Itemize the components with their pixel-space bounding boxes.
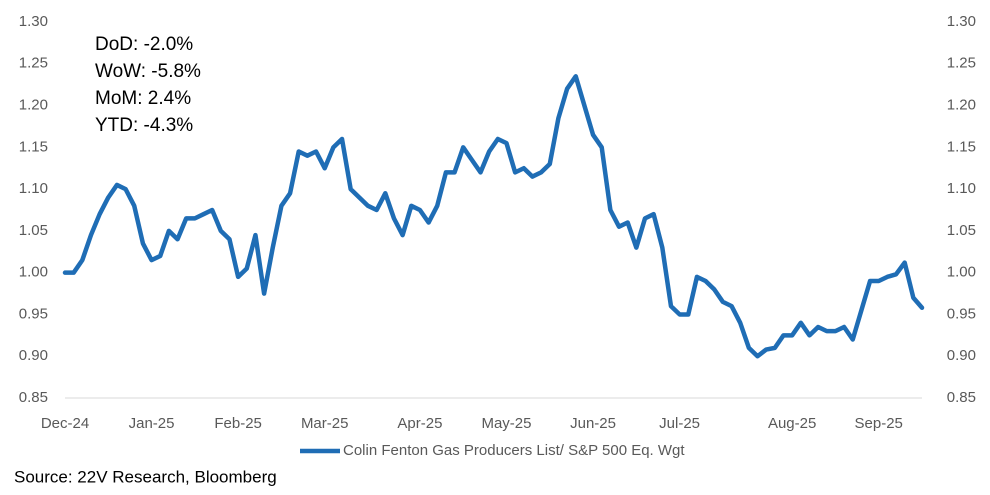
annotation: WoW: -5.8% — [95, 61, 201, 82]
y-tick-label: 1.00 — [947, 264, 976, 281]
y-tick-label: 1.30 — [947, 13, 976, 30]
source-note: Source: 22V Research, Bloomberg — [14, 467, 277, 486]
y-tick-label: 1.25 — [947, 55, 976, 72]
x-tick-label: Aug-25 — [768, 415, 816, 432]
y-tick-label: 0.90 — [19, 347, 48, 364]
x-tick-label: Jun-25 — [570, 415, 616, 432]
y-tick-label: 1.15 — [19, 138, 48, 155]
y-tick-label: 0.85 — [19, 389, 48, 406]
x-tick-label: Dec-24 — [41, 415, 89, 432]
y-tick-label: 1.05 — [19, 222, 48, 239]
y-tick-label: 0.95 — [19, 305, 48, 322]
annotation: DoD: -2.0% — [95, 34, 193, 55]
y-tick-label: 1.10 — [947, 180, 976, 197]
x-tick-label: Apr-25 — [397, 415, 442, 432]
x-tick-label: Mar-25 — [301, 415, 349, 432]
y-tick-label: 0.85 — [947, 389, 976, 406]
series-line — [62, 74, 925, 359]
y-tick-label: 1.20 — [19, 97, 48, 114]
y-tick-label: 1.20 — [947, 97, 976, 114]
x-tick-label: Sep-25 — [855, 415, 903, 432]
x-tick-label: Jul-25 — [659, 415, 700, 432]
y-tick-label: 1.30 — [19, 13, 48, 30]
y-tick-label: 1.25 — [19, 55, 48, 72]
y-tick-label: 0.90 — [947, 347, 976, 364]
annotation: YTD: -4.3% — [95, 115, 193, 136]
x-tick-label: Feb-25 — [214, 415, 262, 432]
y-tick-label: 1.15 — [947, 138, 976, 155]
x-tick-label: May-25 — [481, 415, 531, 432]
legend-label: Colin Fenton Gas Producers List/ S&P 500… — [343, 442, 685, 459]
y-tick-label: 1.00 — [19, 264, 48, 281]
x-tick-label: Jan-25 — [129, 415, 175, 432]
y-tick-label: 1.10 — [19, 180, 48, 197]
y-tick-label: 1.05 — [947, 222, 976, 239]
annotation: MoM: 2.4% — [95, 88, 191, 109]
y-tick-label: 0.95 — [947, 305, 976, 322]
